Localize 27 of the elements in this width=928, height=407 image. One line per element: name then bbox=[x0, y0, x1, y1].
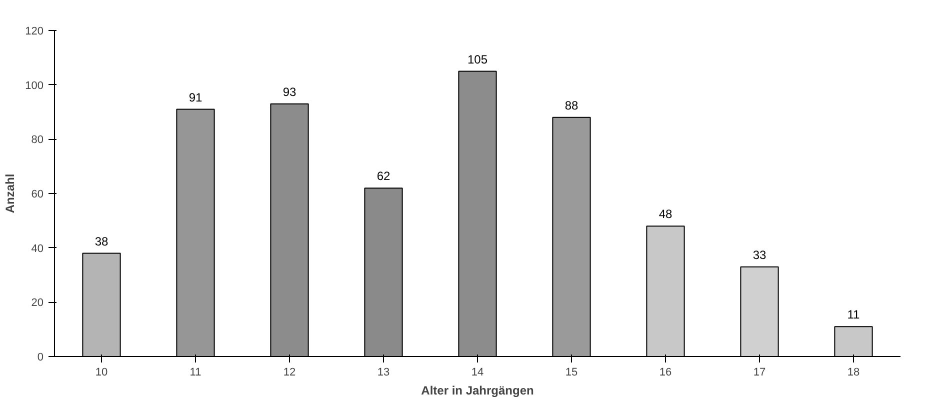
y-tick-label: 60 bbox=[31, 188, 44, 200]
data-label: 33 bbox=[752, 248, 766, 262]
data-label: 105 bbox=[467, 52, 488, 66]
x-tick-label: 12 bbox=[283, 366, 296, 378]
y-tick-label: 120 bbox=[25, 26, 44, 38]
data-label: 62 bbox=[376, 169, 390, 184]
x-tick-label: 13 bbox=[377, 366, 390, 378]
x-axis-title: Alter in Jahrgängen bbox=[421, 384, 534, 398]
y-tick-label: 20 bbox=[31, 297, 44, 310]
y-tick-label: 0 bbox=[37, 352, 44, 364]
y-axis-title: Anzahl bbox=[3, 174, 18, 214]
x-tick-label: 16 bbox=[659, 366, 672, 378]
x-tick-label: 15 bbox=[565, 366, 578, 378]
x-tick-label: 11 bbox=[190, 366, 202, 378]
data-label: 93 bbox=[282, 84, 296, 99]
y-tick-label: 80 bbox=[31, 134, 44, 146]
x-tick-label: 17 bbox=[753, 366, 766, 378]
data-label: 48 bbox=[658, 207, 672, 222]
y-tick-label: 40 bbox=[31, 242, 44, 255]
x-tick-label: 18 bbox=[847, 366, 860, 378]
data-label: 38 bbox=[94, 234, 108, 248]
data-label: 11 bbox=[847, 308, 860, 322]
x-tick-label: 14 bbox=[471, 366, 484, 378]
x-tick-label: 10 bbox=[95, 366, 108, 378]
data-label: 88 bbox=[564, 98, 578, 112]
y-tick-label: 100 bbox=[25, 80, 44, 92]
data-label: 91 bbox=[188, 90, 202, 104]
